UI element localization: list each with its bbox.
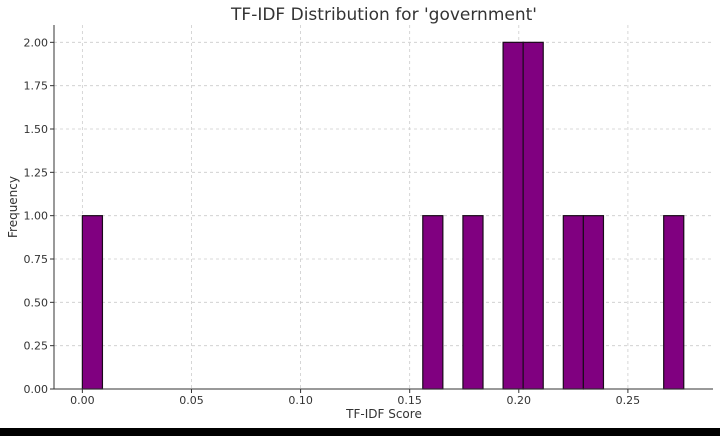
histogram-bar-4 [522, 41, 544, 390]
y-tick-label-4: 1.00 [24, 210, 49, 223]
histogram-bar-3 [502, 41, 524, 390]
y-tick-label-0: 0.00 [24, 383, 49, 396]
histogram-bar-6 [582, 215, 605, 390]
y-tick-label-5: 1.25 [24, 166, 49, 179]
y-tick-label-3: 0.75 [24, 253, 49, 266]
y-tick-label-8: 2.00 [24, 36, 49, 49]
histogram-bar-2 [462, 215, 484, 390]
y-tick-label-6: 1.50 [24, 123, 49, 136]
x-tick-label-1: 0.05 [179, 394, 204, 407]
y-tick-label-2: 0.50 [24, 296, 49, 309]
grid-lines [54, 25, 713, 390]
axes [50, 25, 713, 393]
y-tick-label-7: 1.75 [24, 80, 49, 93]
x-axis-label: TF-IDF Score [345, 407, 422, 421]
tick-labels: 0.00 0.05 0.10 0.15 0.20 0.25 0.00 0.25 0.50 0.75… [24, 36, 641, 407]
x-tick-label-2: 0.10 [288, 394, 313, 407]
chart-title: TF-IDF Distribution for 'government' [230, 5, 537, 25]
y-tick-label-1: 0.25 [24, 340, 49, 353]
histogram-bar-7 [663, 215, 685, 390]
histogram-bars [81, 41, 685, 390]
histogram-bar-5 [562, 215, 584, 390]
x-tick-label-4: 0.20 [507, 394, 532, 407]
histogram-bar-1 [422, 215, 444, 390]
bottom-bar [0, 428, 720, 436]
y-axis-label: Frequency [6, 176, 20, 238]
x-tick-label-3: 0.15 [397, 394, 422, 407]
x-tick-label-5: 0.25 [616, 394, 641, 407]
x-tick-label-0: 0.00 [70, 394, 95, 407]
histogram-bar-0 [81, 215, 104, 390]
